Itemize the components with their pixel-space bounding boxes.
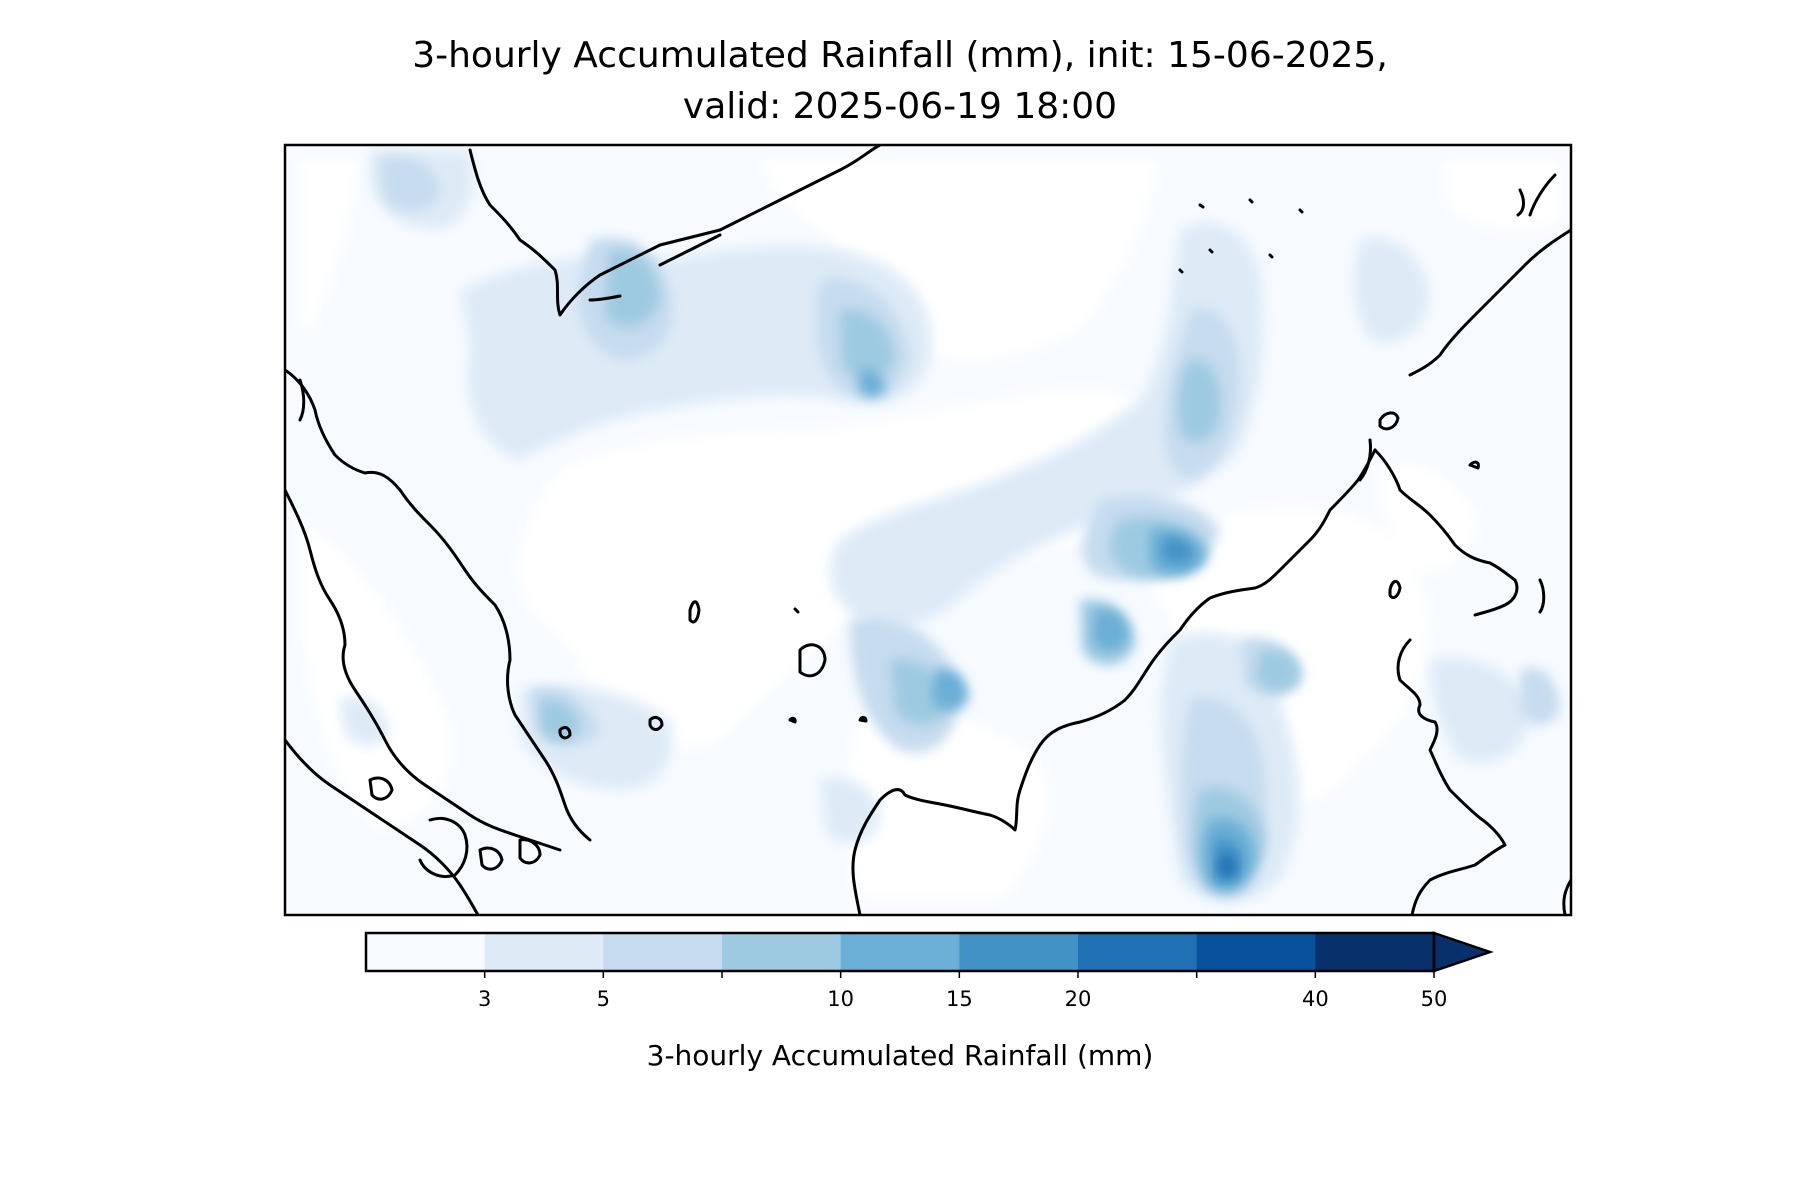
colorbar: 3 5 10 15 20 40 50 <box>364 931 1494 1011</box>
colorbar-segment <box>1315 933 1435 971</box>
colorbar-label: 3-hourly Accumulated Rainfall (mm) <box>646 1039 1154 1072</box>
colorbar-segment <box>959 933 1079 971</box>
colorbar-tick-label: 50 <box>1421 987 1448 1011</box>
colorbar-tick-label: 15 <box>946 987 973 1011</box>
colorbar-tick-label: 20 <box>1065 987 1092 1011</box>
colorbar-segment <box>1196 933 1316 971</box>
colorbar-segment <box>484 933 604 971</box>
colorbar-segment <box>840 933 960 971</box>
map-title: 3-hourly Accumulated Rainfall (mm), init… <box>0 30 1800 132</box>
colorbar-segment <box>603 933 723 971</box>
colorbar-tick-label: 10 <box>827 987 854 1011</box>
map-area <box>285 145 1571 915</box>
coastlines <box>285 145 1571 915</box>
colorbar-extend-arrow <box>1432 931 1494 973</box>
colorbar-segment <box>1078 933 1198 971</box>
colorbar-tick-label: 40 <box>1302 987 1329 1011</box>
colorbar-frame <box>364 931 1436 973</box>
rainfall-field-20mm <box>1218 854 1237 878</box>
colorbar-tick-label: 3 <box>478 987 491 1011</box>
colorbar-segment <box>366 933 486 971</box>
map-frame <box>283 143 1573 917</box>
title-line-1: 3-hourly Accumulated Rainfall (mm), init… <box>412 35 1388 76</box>
colorbar-segment <box>722 933 842 971</box>
title-line-2: valid: 2025-06-19 18:00 <box>682 86 1118 127</box>
colorbar-tick-label: 5 <box>597 987 610 1011</box>
